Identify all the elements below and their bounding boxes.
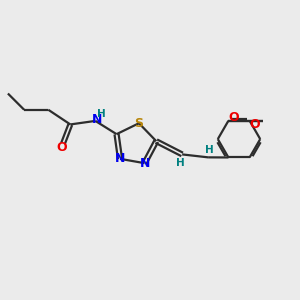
Text: S: S <box>134 117 143 130</box>
Text: O: O <box>56 141 67 154</box>
Text: N: N <box>92 113 102 126</box>
Text: H: H <box>205 145 214 155</box>
Text: O: O <box>228 111 239 124</box>
Text: H: H <box>98 110 106 119</box>
Text: N: N <box>140 157 150 170</box>
Text: H: H <box>176 158 185 168</box>
Text: O: O <box>250 118 260 131</box>
Text: N: N <box>115 152 125 165</box>
